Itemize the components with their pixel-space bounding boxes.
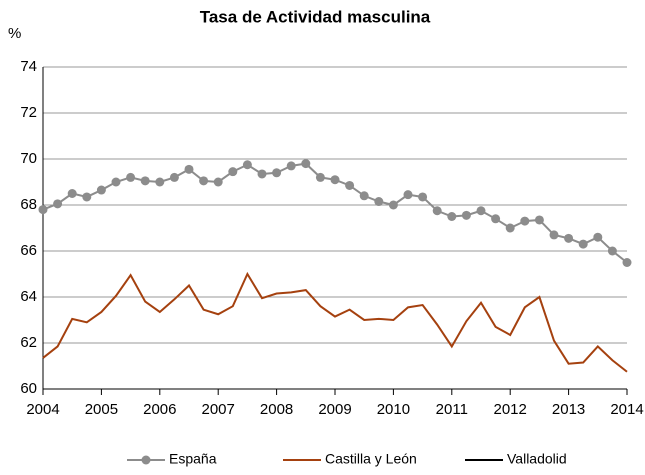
x-tick-label: 2004 [26, 401, 59, 418]
point [169, 172, 179, 182]
y-axis-label: % [8, 25, 21, 42]
point [374, 197, 384, 207]
y-tick-label: 66 [20, 242, 37, 259]
point [213, 177, 223, 187]
point [403, 190, 413, 200]
point [301, 159, 311, 169]
point [622, 258, 632, 267]
point [520, 216, 530, 226]
point [155, 177, 165, 187]
point [272, 168, 282, 178]
point [184, 164, 194, 174]
point [534, 215, 544, 225]
point [505, 223, 515, 233]
point [359, 191, 369, 201]
y-tick-label: 62 [20, 334, 37, 351]
point [199, 176, 209, 186]
x-tick-label: 2012 [494, 401, 527, 418]
point [242, 160, 252, 170]
series-line [42, 271, 628, 373]
point [549, 230, 559, 240]
point [461, 210, 471, 220]
point [53, 199, 63, 209]
legend-marker [141, 455, 151, 465]
point [345, 180, 355, 190]
point [286, 161, 296, 171]
x-tick-label: 2010 [377, 401, 410, 418]
y-tick-label: 72 [20, 104, 37, 121]
point [593, 232, 603, 242]
y-tick-label: 74 [20, 58, 37, 75]
point [330, 175, 340, 185]
x-tick-label: 2006 [143, 401, 176, 418]
y-tick-label: 70 [20, 150, 37, 167]
point [491, 214, 501, 224]
point [126, 172, 136, 182]
point [418, 192, 428, 202]
x-tick-label: 2014 [610, 401, 643, 418]
point [257, 169, 267, 179]
point [111, 177, 121, 187]
point [432, 206, 442, 216]
point [564, 233, 574, 243]
x-tick-label: 2008 [260, 401, 293, 418]
point [82, 192, 92, 202]
chart-title: Tasa de Actividad masculina [200, 7, 431, 26]
point [388, 200, 398, 210]
point [38, 205, 48, 215]
point [607, 246, 617, 256]
point [315, 172, 325, 182]
y-tick-label: 60 [20, 380, 37, 397]
point [67, 189, 77, 198]
point [228, 167, 238, 177]
y-tick-label: 64 [20, 288, 37, 305]
y-tick-label: 68 [20, 196, 37, 213]
legend-label: Valladolid [507, 451, 567, 467]
legend-label: Castilla y León [325, 451, 417, 467]
point [96, 185, 106, 195]
x-tick-label: 2013 [552, 401, 585, 418]
x-tick-label: 2011 [436, 401, 468, 418]
x-tick-label: 2009 [318, 401, 351, 418]
point [476, 206, 486, 216]
point [447, 212, 457, 221]
point [140, 176, 150, 186]
point [578, 239, 588, 249]
x-tick-label: 2005 [85, 401, 118, 418]
legend-label: España [169, 451, 217, 467]
x-tick-label: 2007 [202, 401, 235, 418]
